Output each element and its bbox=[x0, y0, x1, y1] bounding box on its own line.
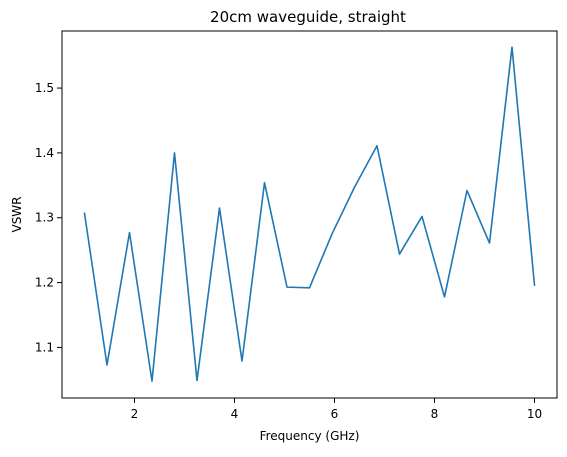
x-tick-label: 8 bbox=[431, 407, 439, 421]
data-point bbox=[533, 284, 535, 286]
x-tick-label: 6 bbox=[331, 407, 339, 421]
y-tick-label: 1.1 bbox=[35, 340, 54, 354]
data-point bbox=[196, 379, 198, 381]
data-point bbox=[511, 46, 513, 48]
y-axis: 1.1 1.2 1.3 1.4 1.5 bbox=[35, 81, 62, 354]
data-point bbox=[331, 233, 333, 235]
series-layer bbox=[83, 46, 536, 382]
data-point bbox=[421, 215, 423, 217]
x-axis-label: Frequency (GHz) bbox=[260, 429, 360, 443]
data-point bbox=[263, 182, 265, 184]
series-line bbox=[83, 46, 536, 382]
data-point bbox=[83, 212, 85, 214]
x-tick-label: 4 bbox=[231, 407, 239, 421]
x-tick-label: 2 bbox=[131, 407, 139, 421]
y-tick-label: 1.4 bbox=[35, 146, 54, 160]
data-point bbox=[376, 145, 378, 147]
data-point bbox=[151, 380, 153, 382]
y-axis-label: VSWR bbox=[10, 196, 24, 232]
data-point bbox=[173, 152, 175, 154]
chart-title: 20cm waveguide, straight bbox=[210, 8, 406, 26]
y-tick-label: 1.2 bbox=[35, 276, 54, 290]
data-point bbox=[286, 286, 288, 288]
data-point bbox=[308, 287, 310, 289]
data-point bbox=[488, 242, 490, 244]
y-tick-label: 1.3 bbox=[35, 211, 54, 225]
data-point bbox=[443, 296, 445, 298]
data-point bbox=[353, 186, 355, 188]
data-point bbox=[398, 253, 400, 255]
data-point bbox=[466, 189, 468, 191]
data-point bbox=[106, 364, 108, 366]
y-tick-label: 1.5 bbox=[35, 81, 54, 95]
x-tick-label: 10 bbox=[527, 407, 542, 421]
data-point bbox=[218, 207, 220, 209]
data-point bbox=[128, 232, 130, 234]
plot-area-frame bbox=[61, 30, 558, 399]
x-axis: 2 4 6 8 10 bbox=[131, 398, 542, 421]
data-point bbox=[241, 360, 243, 362]
